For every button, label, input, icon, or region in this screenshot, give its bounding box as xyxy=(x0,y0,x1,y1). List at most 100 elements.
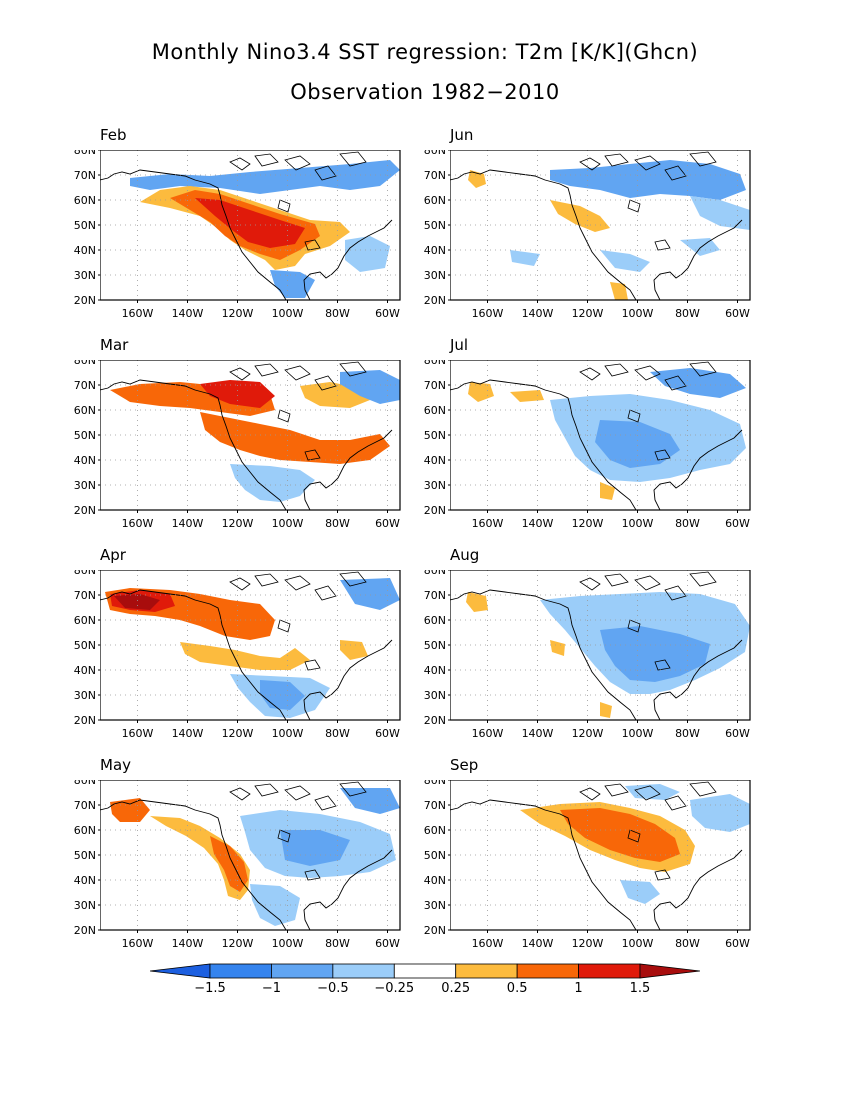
lat-tick-label: 60N xyxy=(424,404,446,417)
lon-tick-label: 60W xyxy=(375,517,400,530)
lat-tick-label: 80N xyxy=(74,360,96,367)
colorbar-left-arrow xyxy=(150,963,211,979)
lat-tick-label: 80N xyxy=(74,570,96,577)
lat-tick-label: 80N xyxy=(424,780,446,787)
lat-tick-label: 50N xyxy=(424,849,446,862)
colorbar-tick-label: −0.25 xyxy=(374,981,414,996)
anomaly-region xyxy=(680,238,720,256)
colorbar-tick-label: 0.25 xyxy=(441,981,470,996)
anomaly-region xyxy=(600,626,710,682)
island-outline xyxy=(304,239,321,251)
map-feb xyxy=(100,150,401,301)
lat-tick-label: 60N xyxy=(74,614,96,627)
coastline xyxy=(450,169,743,300)
lat-tick-label: 50N xyxy=(424,219,446,232)
lat-tick-label: 40N xyxy=(424,244,446,257)
lat-tick-label: 60N xyxy=(424,824,446,837)
anomaly-region xyxy=(200,412,390,464)
axis-labels: 80N 70N 60N 50N 40N 30N 20N 160W 140W 120W 100W 80W… xyxy=(74,570,400,740)
axis-labels: 80N 70N 60N 50N 40N 30N 20N 160W 140W 120W 100W 80W… xyxy=(424,780,750,950)
coastline xyxy=(450,799,743,930)
anomaly-region xyxy=(468,382,494,402)
colorbar-tick-label: −1 xyxy=(262,981,281,996)
island-outline xyxy=(689,571,717,587)
anomaly-region xyxy=(200,380,275,408)
lon-tick-label: 100W xyxy=(622,517,654,530)
lon-tick-label: 160W xyxy=(472,727,504,740)
lon-tick-label: 140W xyxy=(172,727,204,740)
lat-tick-label: 70N xyxy=(74,379,96,392)
map-panel-may: May 80N 70N 60N 50N 40N 30N 20N 160W 140W 120W 100… xyxy=(74,756,450,980)
anomaly-region xyxy=(114,594,160,610)
island-outline xyxy=(627,199,641,213)
lon-tick-label: 160W xyxy=(122,727,154,740)
anomaly-region xyxy=(600,702,612,718)
lon-tick-label: 140W xyxy=(172,307,204,320)
anomaly-region xyxy=(345,236,390,272)
lat-tick-label: 60N xyxy=(74,824,96,837)
colorbar-segment xyxy=(516,963,579,979)
map-frame xyxy=(100,150,401,301)
anomaly-region xyxy=(550,160,746,200)
map-panel-sep: Sep 80N 70N 60N 50N 40N 30N 20N 160W 140W 120W 100… xyxy=(424,756,800,980)
anomaly-region xyxy=(625,784,680,800)
colorbar-tick-label: 1.5 xyxy=(630,981,651,996)
lon-tick-label: 160W xyxy=(472,307,504,320)
coastline xyxy=(450,379,743,510)
axis-labels: 80N 70N 60N 50N 40N 30N 20N 160W 140W 120W 100W 80W… xyxy=(74,150,400,320)
lat-tick-label: 70N xyxy=(424,379,446,392)
lon-tick-label: 120W xyxy=(572,517,604,530)
coastline xyxy=(100,379,393,510)
lat-tick-label: 20N xyxy=(74,924,96,937)
lat-tick-label: 20N xyxy=(424,924,446,937)
island-outline xyxy=(579,577,601,591)
island-outline xyxy=(229,787,251,801)
lon-tick-label: 80W xyxy=(675,517,700,530)
island-outline xyxy=(627,619,641,633)
island-outline xyxy=(284,575,311,591)
axis-labels: 80N 70N 60N 50N 40N 30N 20N 160W 140W 120W 100W 80W… xyxy=(424,360,750,530)
lat-tick-label: 80N xyxy=(74,150,96,157)
lat-tick-label: 50N xyxy=(424,639,446,652)
lon-tick-label: 60W xyxy=(725,517,750,530)
lat-tick-label: 30N xyxy=(74,269,96,282)
island-outline xyxy=(314,165,337,181)
colorbar-tick-label: 1 xyxy=(574,981,582,996)
island-outline xyxy=(254,363,279,377)
map-jul xyxy=(450,360,751,511)
lon-tick-label: 60W xyxy=(375,307,400,320)
lat-tick-label: 50N xyxy=(74,639,96,652)
panel-label: Feb xyxy=(100,126,127,144)
map-frame xyxy=(100,360,401,511)
lon-tick-label: 100W xyxy=(272,727,304,740)
island-outline xyxy=(627,829,641,843)
lon-tick-label: 120W xyxy=(222,937,254,950)
island-outline xyxy=(654,659,671,671)
lon-tick-label: 120W xyxy=(222,727,254,740)
island-outline xyxy=(254,573,279,587)
map-panel-jun: Jun 80N 70N 60N 50N 40N 30N 20N 160W 140W 120W 100… xyxy=(424,126,800,350)
lat-tick-label: 20N xyxy=(74,504,96,517)
anomaly-region xyxy=(340,370,400,404)
map-panel-apr: Apr 80N 70N 60N 50N 40N 30N 20N 160W 140W 120W 100… xyxy=(74,546,450,770)
island-outline xyxy=(604,783,629,797)
map-jun xyxy=(450,150,751,301)
island-outline xyxy=(314,795,337,811)
island-outline xyxy=(314,375,337,391)
map-frame xyxy=(100,780,401,931)
coastline xyxy=(100,169,393,300)
lon-tick-label: 80W xyxy=(675,307,700,320)
lat-tick-label: 30N xyxy=(74,479,96,492)
island-outline xyxy=(304,869,321,881)
island-outline xyxy=(339,361,367,377)
panel-label: May xyxy=(100,756,132,774)
axis-labels: 80N 70N 60N 50N 40N 30N 20N 160W 140W 120W 100W 80W… xyxy=(424,570,750,740)
lon-tick-label: 80W xyxy=(325,937,350,950)
anomaly-region xyxy=(610,282,628,300)
anomaly-region xyxy=(195,198,305,248)
anomaly-region xyxy=(620,880,660,904)
panel-label: Sep xyxy=(450,756,479,774)
island-outline xyxy=(339,571,367,587)
island-outline xyxy=(604,363,629,377)
colorbar-tick-label: −0.5 xyxy=(317,981,349,996)
